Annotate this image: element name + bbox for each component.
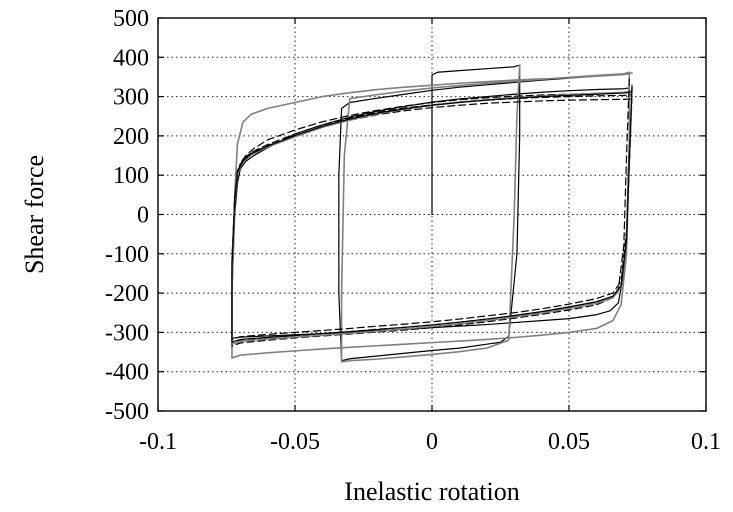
y-tick-label: 200 [113,124,149,150]
x-axis-title: Inelastic rotation [344,477,519,506]
hysteresis-loop-2 [231,64,633,363]
x-tick-label: 0.1 [691,429,721,455]
y-tick-label: 500 [113,6,149,32]
y-tick-labels: -500 -400 -300 -200 -100 0 100 200 300 400 500 [105,6,149,425]
hysteresis-loop-5 [231,96,633,341]
axis-ticks [157,17,707,412]
series-group [231,64,633,363]
y-tick-label: 300 [113,85,149,111]
hysteresis-loop-7 [231,86,633,343]
x-tick-label: 0.05 [548,429,590,455]
y-tick-label: -300 [105,320,149,346]
y-axis-title: Shear force [20,155,49,274]
x-tick-label: 0 [426,429,438,455]
y-tick-label: -100 [105,242,149,268]
y-tick-label: -200 [105,281,149,307]
y-tick-label: 400 [113,45,149,71]
x-tick-label: -0.05 [270,429,320,455]
gridlines [158,18,706,411]
y-tick-label: 0 [137,203,149,229]
x-tick-label: -0.1 [139,429,177,455]
hysteresis-loop-1 [231,64,630,362]
x-tick-labels: -0.1 -0.05 0 0.05 0.1 [139,429,721,455]
y-tick-label: 100 [113,163,149,189]
y-tick-label: -500 [105,399,149,425]
y-tick-label: -400 [105,360,149,386]
